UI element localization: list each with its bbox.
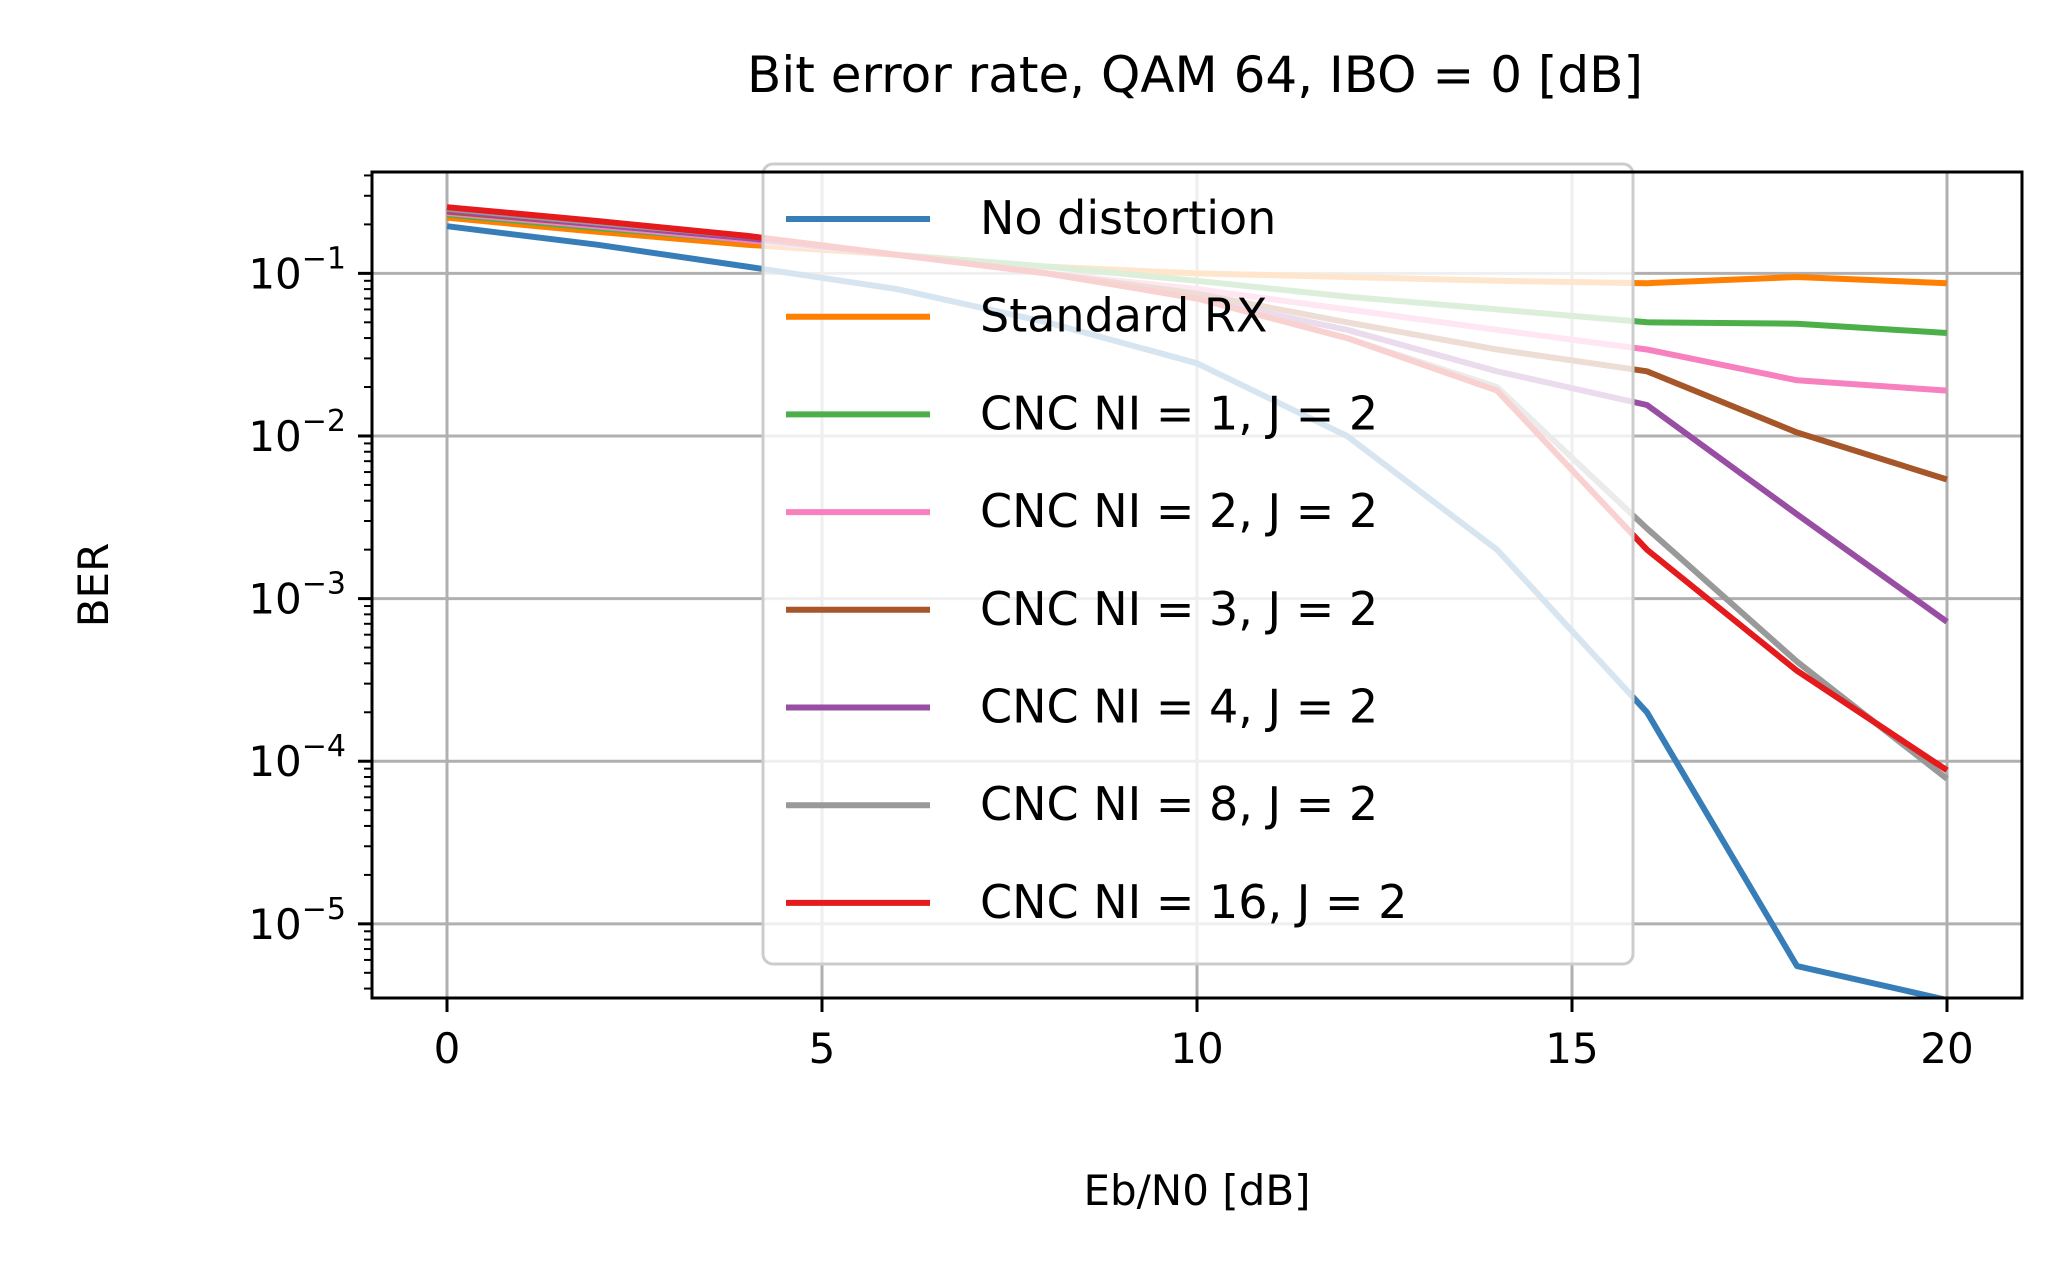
legend-label: CNC NI = 8, J = 2 xyxy=(980,777,1378,831)
legend-box xyxy=(761,162,1635,966)
x-axis-label: Eb/N0 [dB] xyxy=(1083,1166,1310,1215)
y-tick-label: 10−3 xyxy=(248,567,346,624)
legend-label: No distortion xyxy=(980,191,1276,245)
y-tick-label: 10−2 xyxy=(248,404,346,461)
chart-title: Bit error rate, QAM 64, IBO = 0 [dB] xyxy=(747,46,1643,104)
legend-label: CNC NI = 16, J = 2 xyxy=(980,875,1407,929)
legend-label: Standard RX xyxy=(980,289,1267,343)
y-axis-label: BER xyxy=(69,543,118,628)
x-tick-label: 20 xyxy=(1920,1024,1973,1073)
x-tick-label: 0 xyxy=(434,1024,461,1073)
axis-ticks: 0 5 10 15 20 10−5 10−4 10−3 10−2 10−1 xyxy=(248,174,1974,1073)
x-tick-label: 15 xyxy=(1545,1024,1598,1073)
y-tick-label: 10−4 xyxy=(248,729,346,786)
y-tick-label: 10−1 xyxy=(248,241,346,298)
legend-label: CNC NI = 2, J = 2 xyxy=(980,484,1378,538)
legend-label: CNC NI = 4, J = 2 xyxy=(980,680,1378,734)
x-tick-label: 5 xyxy=(809,1024,836,1073)
legend: No distortion Standard RX CNC NI = 1, J = … xyxy=(761,162,1635,966)
legend-label: CNC NI = 3, J = 2 xyxy=(980,582,1378,636)
legend-label: CNC NI = 1, J = 2 xyxy=(980,386,1378,440)
y-tick-label: 10−5 xyxy=(248,892,346,949)
x-tick-label: 10 xyxy=(1170,1024,1223,1073)
